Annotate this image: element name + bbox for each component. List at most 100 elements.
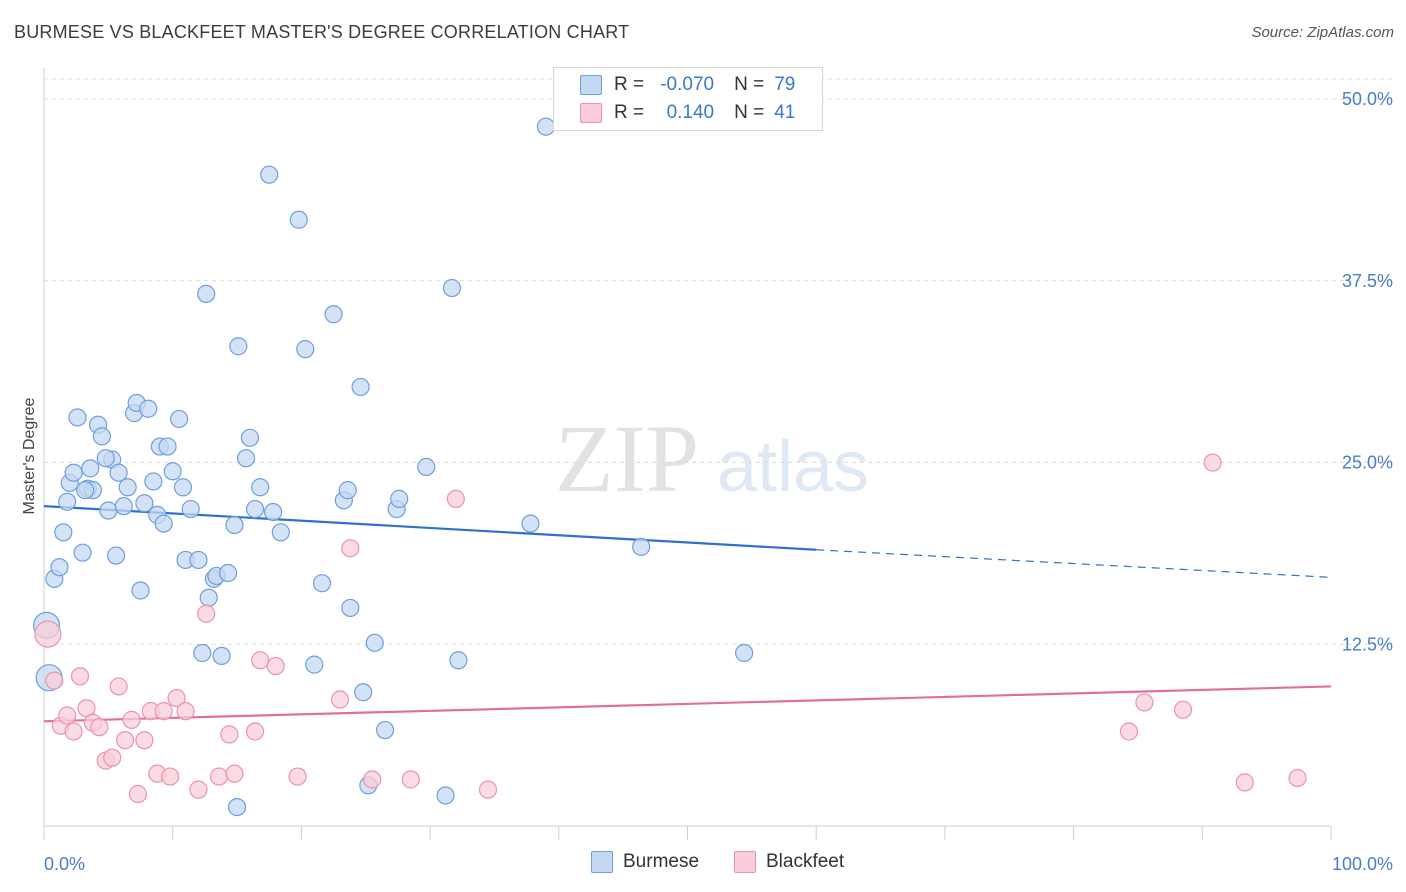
blackfeet-point (135, 731, 154, 750)
blackfeet-point (161, 767, 180, 786)
burmese-point (263, 502, 283, 522)
blackfeet-point (70, 667, 90, 686)
blackfeet-point (90, 718, 109, 737)
blackfeet-point (341, 539, 360, 558)
watermark: ZIP atlas (555, 405, 869, 512)
burmese-point (58, 492, 77, 511)
blackfeet-point (128, 784, 148, 804)
blackfeet-trend-line (43, 685, 1332, 723)
blackfeet-point (1119, 722, 1139, 741)
legend-n-value: 79 (774, 74, 796, 95)
legend-r-label: R = (614, 74, 645, 95)
blackfeet-point (34, 620, 62, 648)
blackfeet-swatch (580, 103, 602, 123)
blackfeet-point (1203, 453, 1222, 472)
blackfeet-point (176, 702, 195, 721)
blackfeet-point (58, 706, 77, 725)
burmese-point (139, 399, 158, 418)
burmese-point (50, 558, 69, 577)
x-tick-label: 100.0% (1332, 854, 1393, 874)
burmese-point (442, 278, 462, 298)
blackfeet-point (330, 690, 350, 709)
burmese-point (632, 537, 651, 556)
burmese-point (324, 305, 343, 324)
burmese-point (390, 489, 409, 508)
burmese-point (163, 462, 182, 481)
burmese-legend-swatch (591, 851, 613, 873)
blackfeet-point (245, 722, 265, 741)
burmese-swatch (580, 75, 602, 95)
burmese-point (240, 428, 260, 447)
y-axis-label: Master's Degree (21, 397, 38, 514)
blackfeet-point (154, 702, 173, 721)
burmese-point (114, 497, 133, 516)
burmese-point (193, 643, 212, 663)
chart-title: BURMESE VS BLACKFEET MASTER'S DEGREE COR… (14, 22, 630, 42)
burmese-point (54, 523, 73, 542)
burmese-point (735, 643, 754, 663)
burmese-point (365, 633, 384, 652)
blackfeet-point (1235, 773, 1254, 792)
y-tick-label: 50.0% (1342, 89, 1393, 109)
burmese-point (92, 427, 112, 446)
bottom-legend-burmese: Burmese (591, 851, 699, 873)
burmese-point (296, 340, 315, 359)
burmese-point (158, 437, 177, 456)
burmese-point (181, 499, 200, 519)
watermark-zip: ZIP (555, 405, 699, 512)
blackfeet-point (251, 651, 270, 670)
blackfeet-point (209, 767, 229, 786)
burmese-legend-label: Burmese (623, 851, 700, 872)
burmese-point (189, 550, 208, 570)
blackfeet-point (167, 688, 186, 708)
burmese-point (154, 514, 173, 533)
burmese-point (173, 478, 193, 497)
legend-row-blackfeet: R = 0.140 N = 41 (580, 100, 795, 126)
blackfeet-point (220, 725, 239, 744)
burmese-point (449, 651, 468, 670)
blackfeet-point (363, 770, 382, 789)
blackfeet-point (288, 767, 307, 786)
blackfeet-point (189, 780, 208, 799)
burmese-point (354, 683, 373, 702)
legend-row-burmese: R = -0.070 N = 79 (580, 72, 795, 98)
burmese-point (76, 481, 95, 500)
blackfeet-point (1135, 693, 1154, 712)
burmese-trend-line (43, 505, 817, 551)
blackfeet-point (446, 489, 465, 508)
blackfeet-point (225, 764, 244, 783)
blackfeet-point (115, 731, 135, 750)
burmese-point (73, 543, 92, 562)
y-tick-label: 37.5% (1342, 271, 1393, 291)
burmese-point (144, 472, 163, 491)
legend-n-label: N = (734, 102, 765, 123)
burmese-point (536, 117, 556, 136)
burmese-point (109, 463, 128, 482)
bottom-legend-blackfeet: Blackfeet (734, 851, 844, 873)
y-tick-label: 25.0% (1342, 453, 1393, 473)
burmese-point (229, 337, 248, 356)
burmese-point (351, 377, 370, 397)
burmese-point (251, 478, 270, 497)
legend-r-value: -0.070 (660, 74, 715, 95)
blackfeet-point (197, 604, 216, 623)
tick-labels: 12.5% 25.0% 37.5% 50.0% 0.0% 100.0% (44, 89, 1393, 874)
burmese-point (99, 501, 118, 520)
burmese-point (305, 655, 324, 674)
burmese-point (199, 588, 218, 607)
blackfeet-point (45, 671, 64, 690)
gridlines (44, 78, 1392, 645)
burmese-point (218, 563, 238, 583)
burmese-point (170, 409, 189, 429)
burmese-point (245, 499, 265, 519)
burmese-point (375, 720, 395, 740)
burmese-point (197, 284, 216, 303)
watermark-atlas: atlas (717, 427, 869, 507)
data-points (32, 117, 1307, 817)
burmese-point (341, 598, 360, 618)
burmese-point (338, 481, 357, 500)
burmese-point (227, 797, 247, 817)
burmese-point (260, 165, 279, 184)
blackfeet-point (122, 710, 141, 729)
burmese-point (81, 459, 100, 478)
